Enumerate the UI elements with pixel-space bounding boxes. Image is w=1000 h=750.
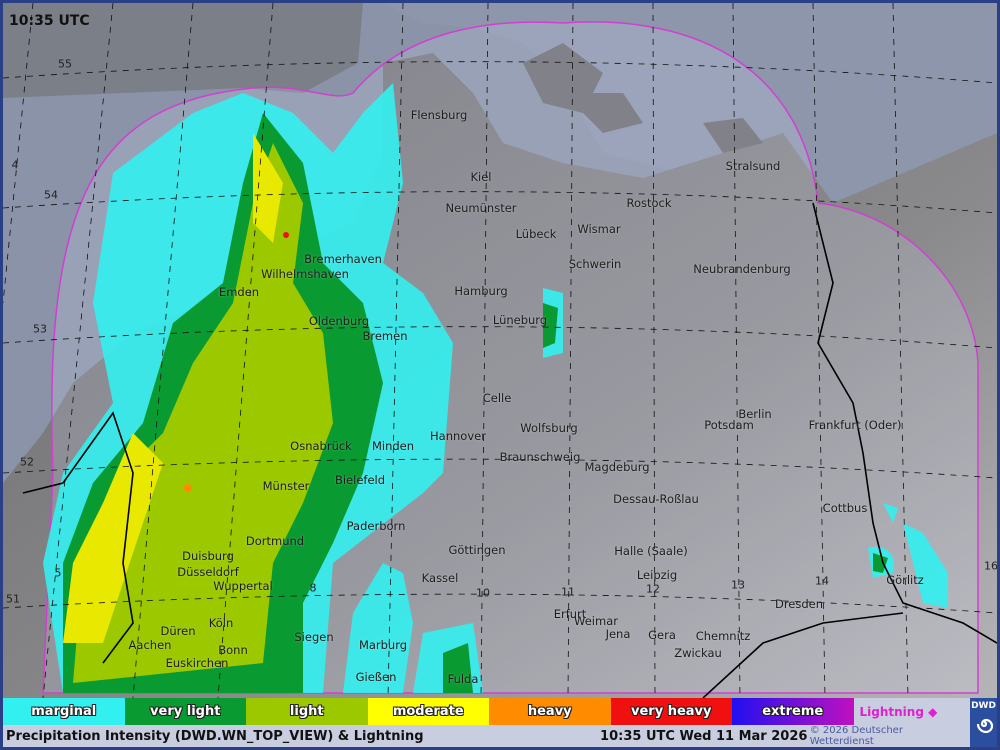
grid-label: 53 [33, 322, 47, 336]
city-label: Düren [160, 624, 196, 638]
city-label: Wolfsburg [520, 421, 578, 435]
footer-timestamp: 10:35 UTC Wed 11 Mar 2026 [600, 728, 808, 744]
city-label: Hannover [430, 429, 486, 443]
footer-title: Precipitation Intensity (DWD.WN_TOP_VIEW… [6, 728, 424, 744]
legend-item: marginal [3, 698, 125, 725]
city-label: Leipzig [636, 568, 678, 582]
grid-label: 8 [309, 581, 317, 595]
city-label: Wismar [577, 222, 621, 236]
city-label: Frankfurt (Oder) [808, 418, 902, 432]
grid-label: 5 [54, 566, 62, 580]
city-label: Hamburg [454, 284, 508, 298]
city-label: Köln [208, 616, 234, 630]
copyright: © 2026 Deutscher Wetterdienst [809, 725, 903, 747]
city-label: Weimar [574, 614, 618, 628]
dwd-logo: DWD [970, 698, 997, 747]
radar-map[interactable]: Flensburg Kiel Neumünster Lübeck Wismar Rosto… [3, 3, 997, 698]
precipitation [43, 83, 948, 693]
city-label: Flensburg [410, 108, 468, 122]
city-label: Gera [648, 628, 676, 642]
city-label: Zwickau [674, 646, 722, 660]
grid-label: 54 [44, 188, 58, 202]
legend-item: light [246, 698, 368, 725]
city-label: Schwerin [568, 257, 622, 271]
city-label: Cottbus [822, 501, 868, 515]
city-label: Dresden [774, 597, 824, 611]
city-label: Oldenburg [308, 314, 370, 328]
city-label: Dessau-Roßlau [613, 492, 699, 506]
grid-label: 11 [561, 585, 575, 599]
city-label: Osnabrück [290, 439, 352, 453]
city-label: Göttingen [448, 543, 506, 557]
city-label: Duisburg [182, 549, 234, 563]
grid-label: 51 [6, 592, 20, 606]
city-label: Gießen [355, 670, 397, 684]
legend-item: very light [124, 698, 246, 725]
city-label: Wuppertal [213, 579, 273, 593]
footer: Precipitation Intensity (DWD.WN_TOP_VIEW… [3, 725, 970, 747]
city-label: Magdeburg [584, 460, 650, 474]
legend-item: extreme [732, 698, 854, 725]
city-label: Görlitz [886, 573, 924, 587]
legend-item: moderate [367, 698, 489, 725]
city-label: Braunschweig [499, 450, 581, 464]
precipitation-legend: marginal very light light moderate heavy very… [3, 698, 970, 725]
city-label: Neubrandenburg [693, 262, 791, 276]
grid-label: 55 [58, 57, 72, 71]
city-label: Münster [262, 479, 310, 493]
lat-lon-grid [3, 3, 997, 698]
city-label: Rostock [626, 196, 672, 210]
country-borders [22, 202, 997, 698]
city-label: Chemnitz [695, 629, 751, 643]
grid-label: 14 [815, 574, 829, 588]
city-label: Dortmund [245, 534, 305, 548]
city-label: Celle [482, 391, 512, 405]
city-label: Düsseldorf [177, 565, 239, 579]
city-label: Stralsund [725, 159, 781, 173]
city-label: Jena [605, 627, 631, 641]
city-label: Minden [371, 439, 415, 453]
logo-text: DWD [971, 701, 996, 711]
city-label: Paderborn [346, 519, 406, 533]
city-label: Wilhelmshaven [261, 267, 349, 281]
grid-label: 10 [476, 586, 490, 600]
city-label: Aachen [128, 638, 172, 652]
legend-item: heavy [489, 698, 611, 725]
city-label: Euskirchen [165, 656, 229, 670]
city-label: Lüneburg [492, 313, 548, 327]
legend-lightning: Lightning ◆ [859, 704, 938, 719]
city-label: Emden [218, 285, 260, 299]
city-label: Bremen [362, 329, 408, 343]
city-label: Berlin [738, 407, 772, 421]
city-label: Fulda [447, 672, 479, 686]
city-label: Kassel [421, 571, 459, 585]
city-label: Kiel [470, 170, 492, 184]
city-label: Bremerhaven [304, 252, 382, 266]
legend-item: very heavy [610, 698, 732, 725]
city-label: Marburg [358, 638, 408, 652]
grid-label: 12 [646, 582, 660, 596]
grid-label: 16 [984, 559, 997, 573]
map-time-label: 10:35 UTC [9, 13, 90, 29]
spiral-icon [976, 718, 993, 734]
city-label: Bonn [218, 643, 248, 657]
grid-label: 4 [11, 158, 19, 172]
map-graphic [3, 3, 997, 698]
city-label: Lübeck [515, 227, 557, 241]
city-label: Erfurt [553, 607, 587, 621]
city-label: Siegen [294, 630, 334, 644]
grid-label: 52 [20, 455, 34, 469]
city-label: Bielefeld [334, 473, 386, 487]
city-label: Halle (Saale) [614, 544, 688, 558]
city-label: Neumünster [445, 201, 517, 215]
grid-label: 13 [731, 578, 745, 592]
city-label: Potsdam [704, 418, 754, 432]
